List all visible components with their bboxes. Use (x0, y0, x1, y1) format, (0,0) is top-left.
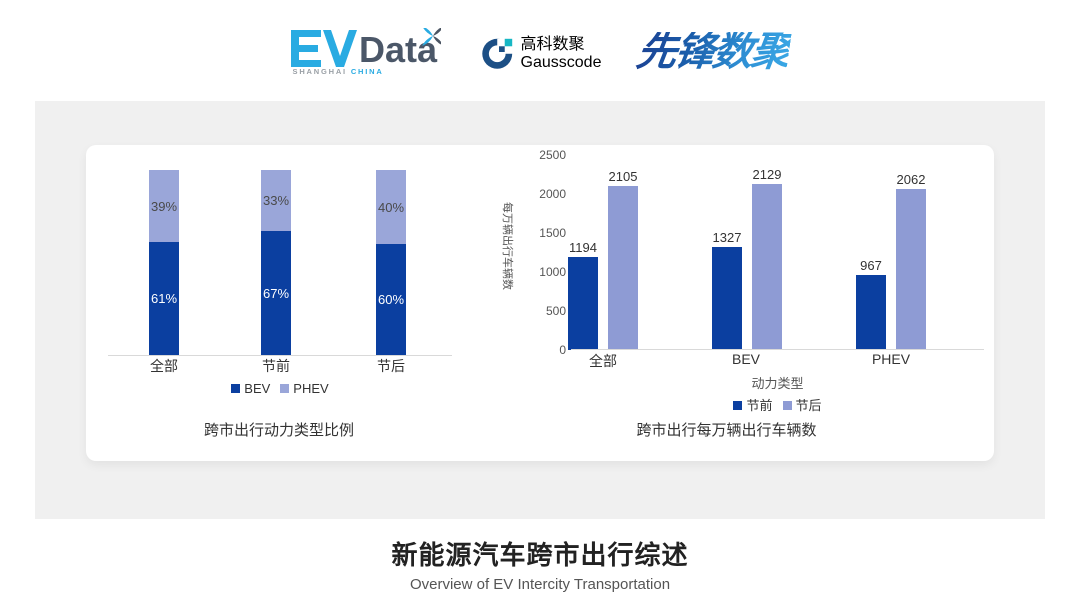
svg-text:Data: Data (359, 29, 438, 70)
